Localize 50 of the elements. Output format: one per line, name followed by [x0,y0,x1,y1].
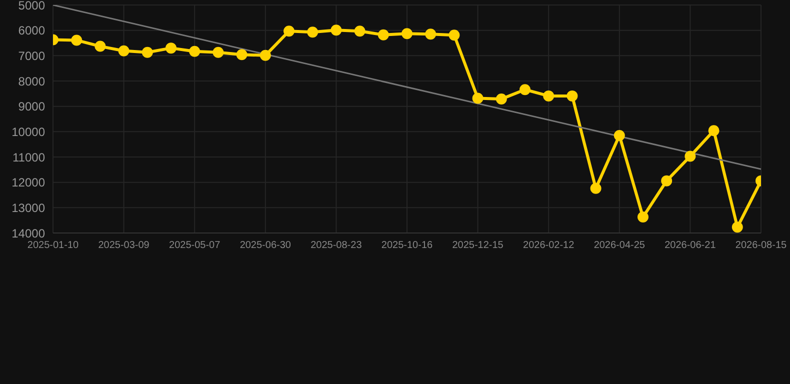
y-tick-label: 7000 [18,48,46,63]
y-tick-label: 6000 [18,24,46,38]
point [71,34,82,46]
point [236,49,248,60]
point [543,90,554,102]
point [472,92,484,104]
y-tick-label: 11000 [12,150,46,164]
point [189,46,200,57]
point [307,26,318,38]
y-tick-label: 12000 [12,176,46,190]
y-tick-label: 9000 [18,100,46,114]
x-tick-label: 2025-05-07 [169,240,221,252]
point [212,46,224,58]
point [402,28,412,40]
point [566,90,578,102]
point [448,30,460,41]
point [732,222,743,233]
point [661,175,672,186]
y-tick-label: 14000 [12,226,46,240]
y-tick-label: 5000 [18,0,46,12]
point [614,130,625,141]
y-tick-label: 13000 [12,200,46,215]
y-tick-label: 8000 [18,74,46,88]
point [142,46,153,58]
point [496,93,507,104]
point [684,150,696,162]
x-tick-label: 2025-01-10 [27,240,80,252]
point [94,40,106,52]
x-tick-label: 2025-12-15 [452,240,504,252]
x-tick-label: 2025-03-09 [98,240,150,252]
x-tick-label: 2026-06-21 [664,240,716,252]
point [166,42,176,54]
point [260,50,271,61]
y-tick-label: 10000 [12,124,46,139]
x-tick-label: 2026-04-25 [594,240,646,252]
point [284,26,294,37]
x-tick-label: 2025-06-30 [240,240,292,252]
x-tick-label: 2025-10-16 [381,240,434,252]
point [378,29,389,40]
point [354,26,366,37]
point [118,45,130,56]
point [708,125,720,136]
x-tick-label: 2026-08-15 [735,240,788,252]
x-tick-label: 2025-08-23 [310,240,362,252]
point [425,28,436,40]
point [520,84,530,96]
point [330,24,342,36]
x-tick-label: 2026-02-12 [523,240,575,252]
point [590,182,602,194]
point [638,212,648,223]
